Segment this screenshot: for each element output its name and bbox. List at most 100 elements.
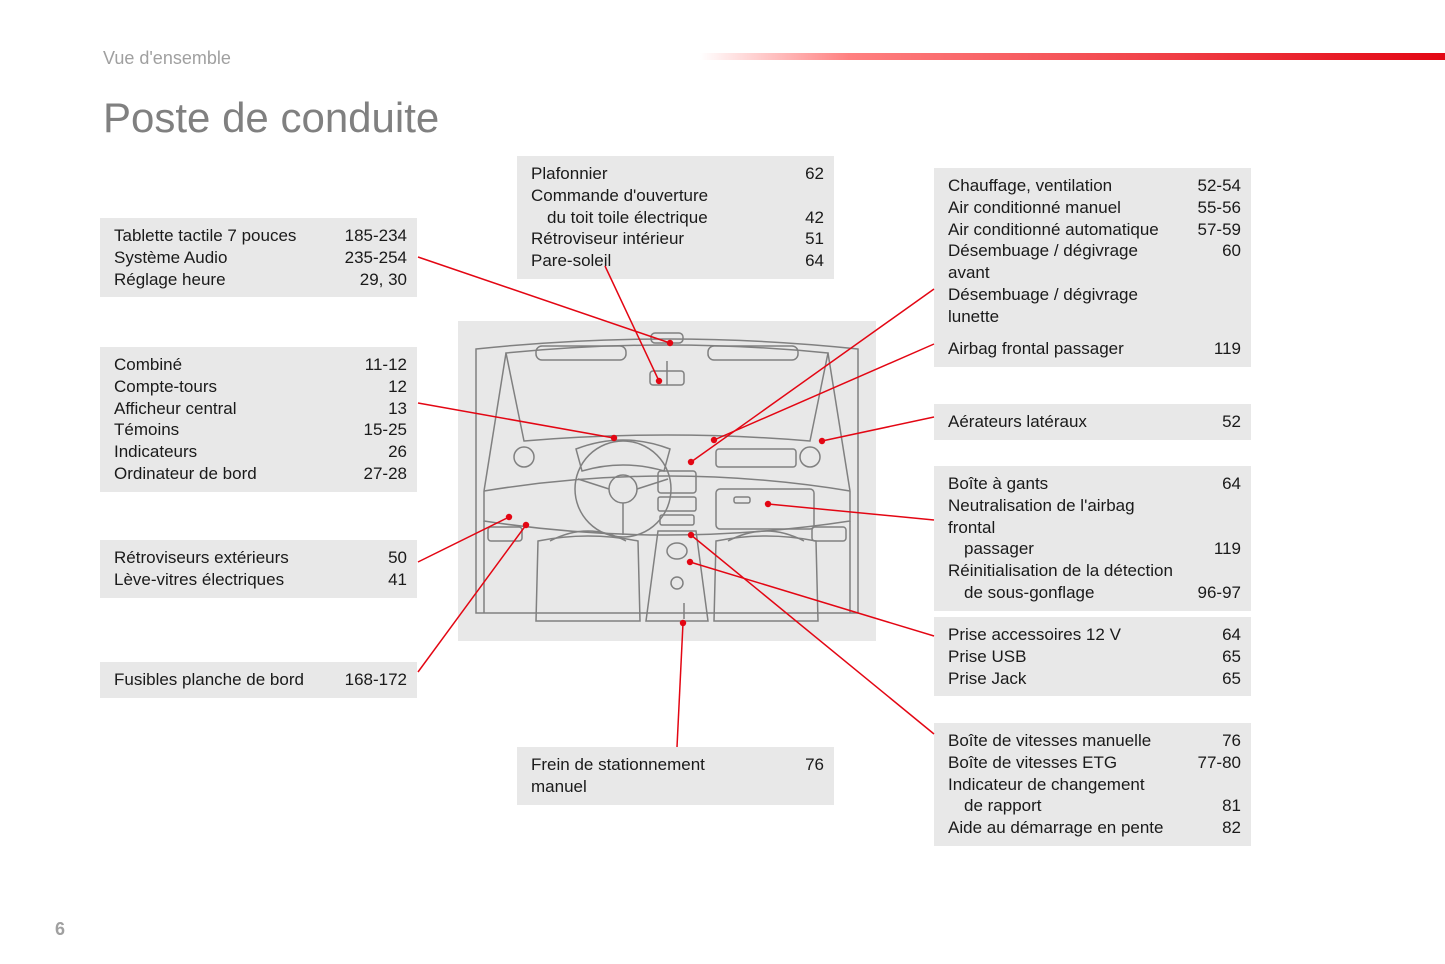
- callout-label: de rapport: [948, 795, 1181, 817]
- callout-label: Combiné: [114, 354, 347, 376]
- callout-row: Prise USB65: [948, 646, 1241, 668]
- callout-pages: 168-172: [345, 669, 407, 691]
- page-number: 6: [55, 919, 65, 940]
- callout-row: Afficheur central13: [114, 398, 407, 420]
- callout-pages: 76: [1181, 730, 1241, 752]
- dashboard-illustration: [458, 321, 876, 641]
- callout-box: Airbag frontal passager119: [934, 331, 1251, 367]
- callout-row: Chauffage, ventilation52-54: [948, 175, 1241, 197]
- callout-row: Système Audio235-254: [114, 247, 407, 269]
- callout-label: Air conditionné automatique: [948, 219, 1181, 241]
- callout-pages: 119: [1181, 538, 1241, 560]
- callout-pages: 64: [1181, 473, 1241, 495]
- callout-pages: 77-80: [1181, 752, 1241, 774]
- callout-label: Plafonnier: [531, 163, 764, 185]
- callout-label: Neutralisation de l'airbag frontal: [948, 495, 1181, 539]
- callout-label: Afficheur central: [114, 398, 347, 420]
- callout-box: Fusibles planche de bord168-172: [100, 662, 417, 698]
- callout-row: Neutralisation de l'airbag frontal: [948, 495, 1241, 539]
- callout-box: Boîte à gants64Neutralisation de l'airba…: [934, 466, 1251, 611]
- callout-box: Prise accessoires 12 V64Prise USB65Prise…: [934, 617, 1251, 696]
- callout-pages: 15-25: [347, 419, 407, 441]
- callout-pages: 41: [347, 569, 407, 591]
- callout-label: Compte-tours: [114, 376, 347, 398]
- callout-row: Désembuage / dégivrage lunette: [948, 284, 1241, 328]
- callout-row: Ordinateur de bord27-28: [114, 463, 407, 485]
- callout-row: Tablette tactile 7 pouces185-234: [114, 225, 407, 247]
- callout-pages: 185-234: [345, 225, 407, 247]
- callout-label: Pare-soleil: [531, 250, 764, 272]
- callout-label: de sous-gonflage: [948, 582, 1181, 604]
- callout-pages: 81: [1181, 795, 1241, 817]
- callout-row: Rétroviseurs extérieurs50: [114, 547, 407, 569]
- callout-row: de sous-gonflage96-97: [948, 582, 1241, 604]
- callout-pages: 52-54: [1181, 175, 1241, 197]
- page-title: Poste de conduite: [103, 94, 439, 142]
- callout-label: Aérateurs latéraux: [948, 411, 1181, 433]
- callout-label: Chauffage, ventilation: [948, 175, 1181, 197]
- callout-pages: 42: [764, 207, 824, 229]
- callout-pages: 76: [764, 754, 824, 776]
- callout-label: Airbag frontal passager: [948, 338, 1181, 360]
- callout-label: Lève-vitres électriques: [114, 569, 347, 591]
- callout-row: Indicateurs26: [114, 441, 407, 463]
- callout-pages: 50: [347, 547, 407, 569]
- callout-label: Boîte de vitesses ETG: [948, 752, 1181, 774]
- callout-label: Tablette tactile 7 pouces: [114, 225, 345, 247]
- callout-row: Aide au démarrage en pente82: [948, 817, 1241, 839]
- callout-pages: 51: [764, 228, 824, 250]
- callout-pages: 57-59: [1181, 219, 1241, 241]
- callout-pages: 62: [764, 163, 824, 185]
- callout-label: Désembuage / dégivrage lunette: [948, 284, 1181, 328]
- callout-box: Frein de stationnement manuel76: [517, 747, 834, 805]
- callout-box: Plafonnier62Commande d'ouverturedu toit …: [517, 156, 834, 279]
- callout-pages: 11-12: [347, 354, 407, 376]
- callout-label: passager: [948, 538, 1181, 560]
- callout-box: Chauffage, ventilation52-54Air condition…: [934, 168, 1251, 356]
- callout-pages: 82: [1181, 817, 1241, 839]
- callout-label: Fusibles planche de bord: [114, 669, 345, 691]
- callout-row: Airbag frontal passager119: [948, 338, 1241, 360]
- callout-row: du toit toile électrique42: [531, 207, 824, 229]
- callout-label: Air conditionné manuel: [948, 197, 1181, 219]
- callout-row: passager119: [948, 538, 1241, 560]
- callout-row: Réglage heure29, 30: [114, 269, 407, 291]
- callout-pages: 26: [347, 441, 407, 463]
- callout-row: Air conditionné manuel55-56: [948, 197, 1241, 219]
- callout-label: Boîte à gants: [948, 473, 1181, 495]
- callout-row: Boîte de vitesses ETG77-80: [948, 752, 1241, 774]
- callout-row: Boîte à gants64: [948, 473, 1241, 495]
- callout-row: Indicateur de changement: [948, 774, 1241, 796]
- callout-row: Air conditionné automatique57-59: [948, 219, 1241, 241]
- callout-pages: 96-97: [1181, 582, 1241, 604]
- callout-label: du toit toile électrique: [531, 207, 764, 229]
- callout-box: Tablette tactile 7 pouces185-234Système …: [100, 218, 417, 297]
- callout-row: Fusibles planche de bord168-172: [114, 669, 407, 691]
- callout-label: Réinitialisation de la détection: [948, 560, 1181, 582]
- callout-row: Boîte de vitesses manuelle76: [948, 730, 1241, 752]
- callout-row: Rétroviseur intérieur51: [531, 228, 824, 250]
- callout-label: Indicateurs: [114, 441, 347, 463]
- callout-label: Prise accessoires 12 V: [948, 624, 1181, 646]
- callout-label: Système Audio: [114, 247, 345, 269]
- callout-box: Aérateurs latéraux52: [934, 404, 1251, 440]
- callout-label: Boîte de vitesses manuelle: [948, 730, 1181, 752]
- callout-label: Rétroviseur intérieur: [531, 228, 764, 250]
- callout-row: Prise accessoires 12 V64: [948, 624, 1241, 646]
- callout-label: Désembuage / dégivrage avant: [948, 240, 1181, 284]
- callout-label: Rétroviseurs extérieurs: [114, 547, 347, 569]
- callout-box: Boîte de vitesses manuelle76Boîte de vit…: [934, 723, 1251, 846]
- callout-label: Ordinateur de bord: [114, 463, 347, 485]
- callout-pages: 60: [1181, 240, 1241, 262]
- callout-row: Témoins15-25: [114, 419, 407, 441]
- callout-row: Compte-tours12: [114, 376, 407, 398]
- callout-label: Réglage heure: [114, 269, 347, 291]
- callout-row: Lève-vitres électriques41: [114, 569, 407, 591]
- callout-box: Rétroviseurs extérieurs50Lève-vitres éle…: [100, 540, 417, 598]
- callout-row: Réinitialisation de la détection: [948, 560, 1241, 582]
- callout-row: Combiné11-12: [114, 354, 407, 376]
- callout-label: Commande d'ouverture: [531, 185, 764, 207]
- callout-label: Aide au démarrage en pente: [948, 817, 1181, 839]
- callout-pages: 29, 30: [347, 269, 407, 291]
- callout-row: Frein de stationnement manuel76: [531, 754, 824, 798]
